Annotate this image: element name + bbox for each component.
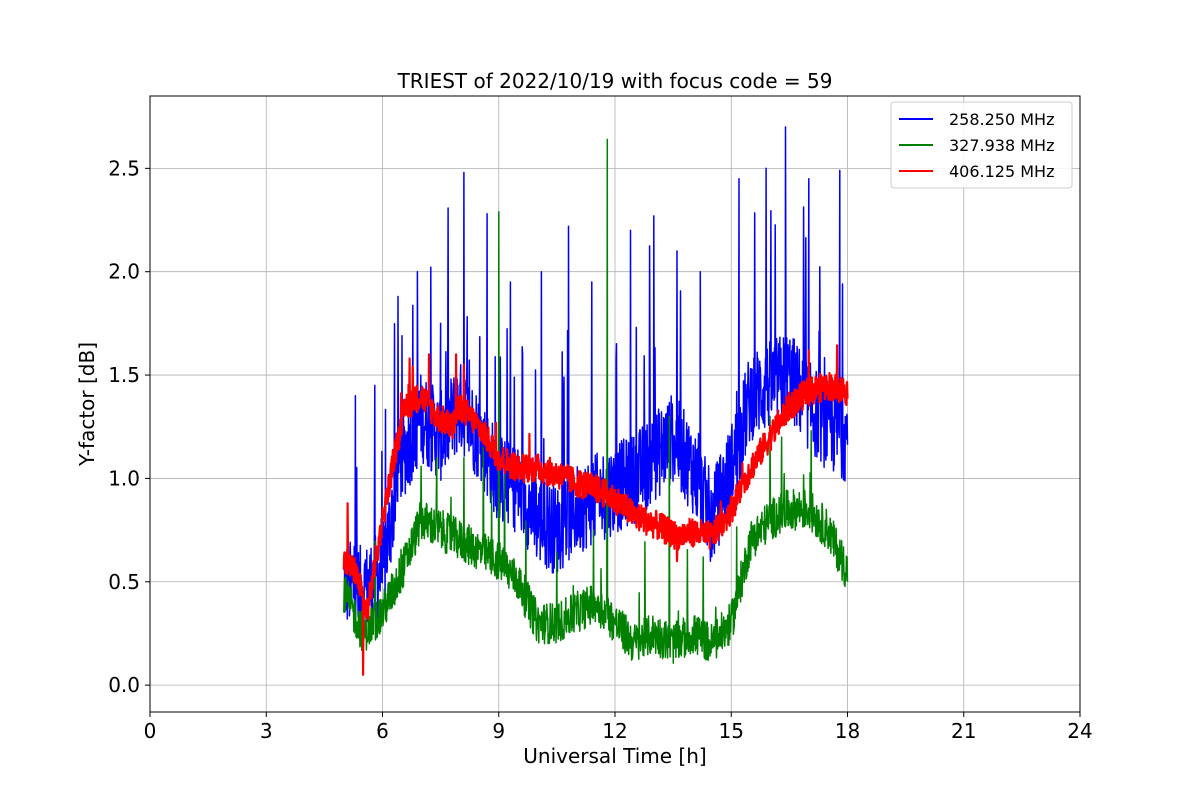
chart-title: TRIEST of 2022/10/19 with focus code = 5… — [397, 69, 833, 93]
series-line-3 — [342, 344, 849, 676]
y-tick-label: 1.0 — [108, 466, 140, 490]
x-tick-label: 6 — [376, 719, 389, 743]
y-tick-label: 0.0 — [108, 673, 140, 697]
x-tick-label: 9 — [492, 719, 505, 743]
x-tick-label: 3 — [260, 719, 273, 743]
legend-box — [890, 101, 1073, 189]
x-tick-label: 24 — [1067, 719, 1092, 743]
x-tick-label: 12 — [602, 719, 627, 743]
legend-label-258: 258.250 MHz — [949, 110, 1054, 129]
series-line-2 — [343, 138, 849, 665]
x-tick-label: 0 — [144, 719, 157, 743]
y-tick-label: 2.5 — [108, 156, 140, 180]
legend-label-406: 406.125 MHz — [949, 162, 1054, 181]
legend-label-327: 327.938 MHz — [949, 136, 1054, 155]
x-tick-label: 18 — [835, 719, 860, 743]
x-axis-label: Universal Time [h] — [523, 744, 706, 768]
series-layer — [342, 126, 849, 676]
y-tick-label: 1.5 — [108, 363, 140, 387]
legend: 258.250 MHz 327.938 MHz 406.125 MHz — [890, 101, 1073, 189]
y-axis-label: Y-factor [dB] — [75, 342, 99, 467]
y-tick-label: 0.5 — [108, 570, 140, 594]
y-tick-label: 2.0 — [108, 260, 140, 284]
series-line-1 — [343, 126, 849, 637]
x-tick-label: 21 — [951, 719, 976, 743]
tick-layer: 0 3 6 9 12 15 18 21 24 0.0 0.5 1.0 1.5 2.0 2.5 — [108, 156, 1093, 743]
x-tick-label: 15 — [719, 719, 744, 743]
